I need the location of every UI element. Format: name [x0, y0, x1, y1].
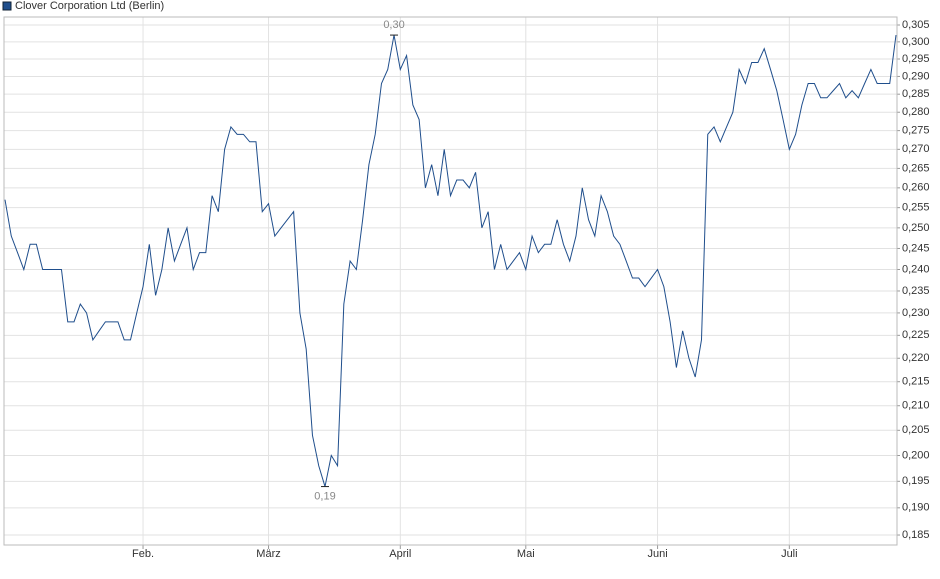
y-tick-label: 0,185 — [902, 529, 930, 541]
legend-label: Clover Corporation Ltd (Berlin) — [15, 0, 164, 12]
x-tick-label: April — [389, 548, 411, 560]
y-tick-label: 0,245 — [902, 242, 930, 254]
plot-frame — [3, 16, 898, 546]
y-tick-label: 0,230 — [902, 307, 930, 319]
y-tick-label: 0,270 — [902, 143, 930, 155]
y-tick-label: 0,295 — [902, 53, 930, 65]
y-tick-label: 0,305 — [902, 19, 930, 31]
price-line — [4, 34, 897, 487]
x-tick-label: Feb. — [132, 548, 154, 560]
x-tick-label: Juli — [781, 548, 798, 560]
legend-swatch — [2, 1, 12, 11]
y-tick-label: 0,210 — [902, 400, 930, 412]
x-tick-label: Juni — [647, 548, 667, 560]
y-tick-label: 0,290 — [902, 70, 930, 82]
y-tick-label: 0,225 — [902, 329, 930, 341]
y-tick-label: 0,205 — [902, 424, 930, 436]
y-tick-label: 0,285 — [902, 88, 930, 100]
y-tick-label: 0,240 — [902, 263, 930, 275]
y-tick-label: 0,265 — [902, 162, 930, 174]
y-tick-label: 0,235 — [902, 285, 930, 297]
y-tick-label: 0,200 — [902, 449, 930, 461]
x-tick-label: März — [256, 548, 280, 560]
y-tick-label: 0,260 — [902, 182, 930, 194]
y-tick-label: 0,190 — [902, 502, 930, 514]
y-tick-label: 0,255 — [902, 202, 930, 214]
x-tick-label: Mai — [517, 548, 535, 560]
y-tick-label: 0,215 — [902, 376, 930, 388]
y-tick-label: 0,275 — [902, 125, 930, 137]
y-tick-label: 0,280 — [902, 106, 930, 118]
value-label: 0,30 — [383, 19, 404, 31]
y-tick-label: 0,220 — [902, 352, 930, 364]
y-tick-label: 0,300 — [902, 36, 930, 48]
value-label: 0,19 — [314, 490, 335, 502]
y-tick-label: 0,250 — [902, 222, 930, 234]
y-tick-label: 0,195 — [902, 475, 930, 487]
